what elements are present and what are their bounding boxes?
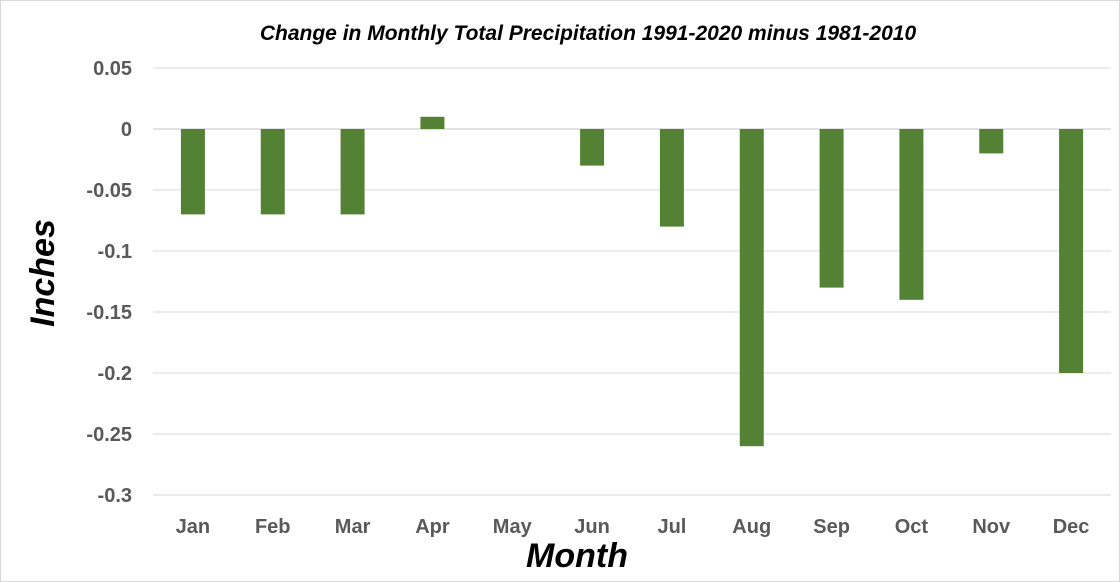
gridlines <box>153 67 1111 496</box>
y-tick-label: -0.15 <box>86 302 132 324</box>
y-tick-label: 0 <box>121 119 132 141</box>
x-axis-title: Month <box>526 537 628 575</box>
x-tick-label: Nov <box>972 516 1011 538</box>
x-tick-label: Mar <box>335 516 371 538</box>
x-tick-label: Aug <box>732 516 771 538</box>
bar-mar <box>340 129 365 215</box>
y-tick-label: -0.3 <box>98 485 132 507</box>
chart-title: Change in Monthly Total Precipitation 19… <box>260 22 917 45</box>
x-tick-label: Jun <box>574 516 610 538</box>
x-tick-label: Dec <box>1053 516 1090 538</box>
x-tick-label: Jan <box>176 516 210 538</box>
bar-dec <box>1059 129 1084 373</box>
x-tick-label: Sep <box>813 516 850 538</box>
y-axis-tick-labels: 0.05 0 -0.05 -0.1 -0.15 -0.2 -0.25 -0.3 <box>86 58 132 507</box>
x-axis-tick-labels: Jan Feb Mar Apr May Jun Jul Aug Sep Oct Nov Dec <box>176 516 1090 538</box>
bar-feb <box>260 129 285 215</box>
bar-jun <box>580 129 605 166</box>
y-axis-title: Inches <box>24 219 62 327</box>
bar-jan <box>180 129 205 215</box>
y-tick-label: 0.05 <box>93 58 132 80</box>
x-tick-label: May <box>493 516 533 538</box>
x-tick-label: Feb <box>255 516 291 538</box>
bar-oct <box>899 129 924 300</box>
bar-sep <box>819 129 844 288</box>
bar-jul <box>659 129 684 227</box>
x-tick-label: Jul <box>657 516 686 538</box>
bar-aug <box>739 129 764 447</box>
bars <box>180 116 1084 447</box>
bar-nov <box>979 129 1004 154</box>
bar-apr <box>420 116 445 129</box>
x-tick-label: Apr <box>415 516 450 538</box>
x-tick-label: Oct <box>895 516 929 538</box>
y-tick-label: -0.1 <box>98 241 132 263</box>
y-tick-label: -0.25 <box>86 424 132 446</box>
y-tick-label: -0.2 <box>98 363 132 385</box>
y-tick-label: -0.05 <box>86 180 132 202</box>
